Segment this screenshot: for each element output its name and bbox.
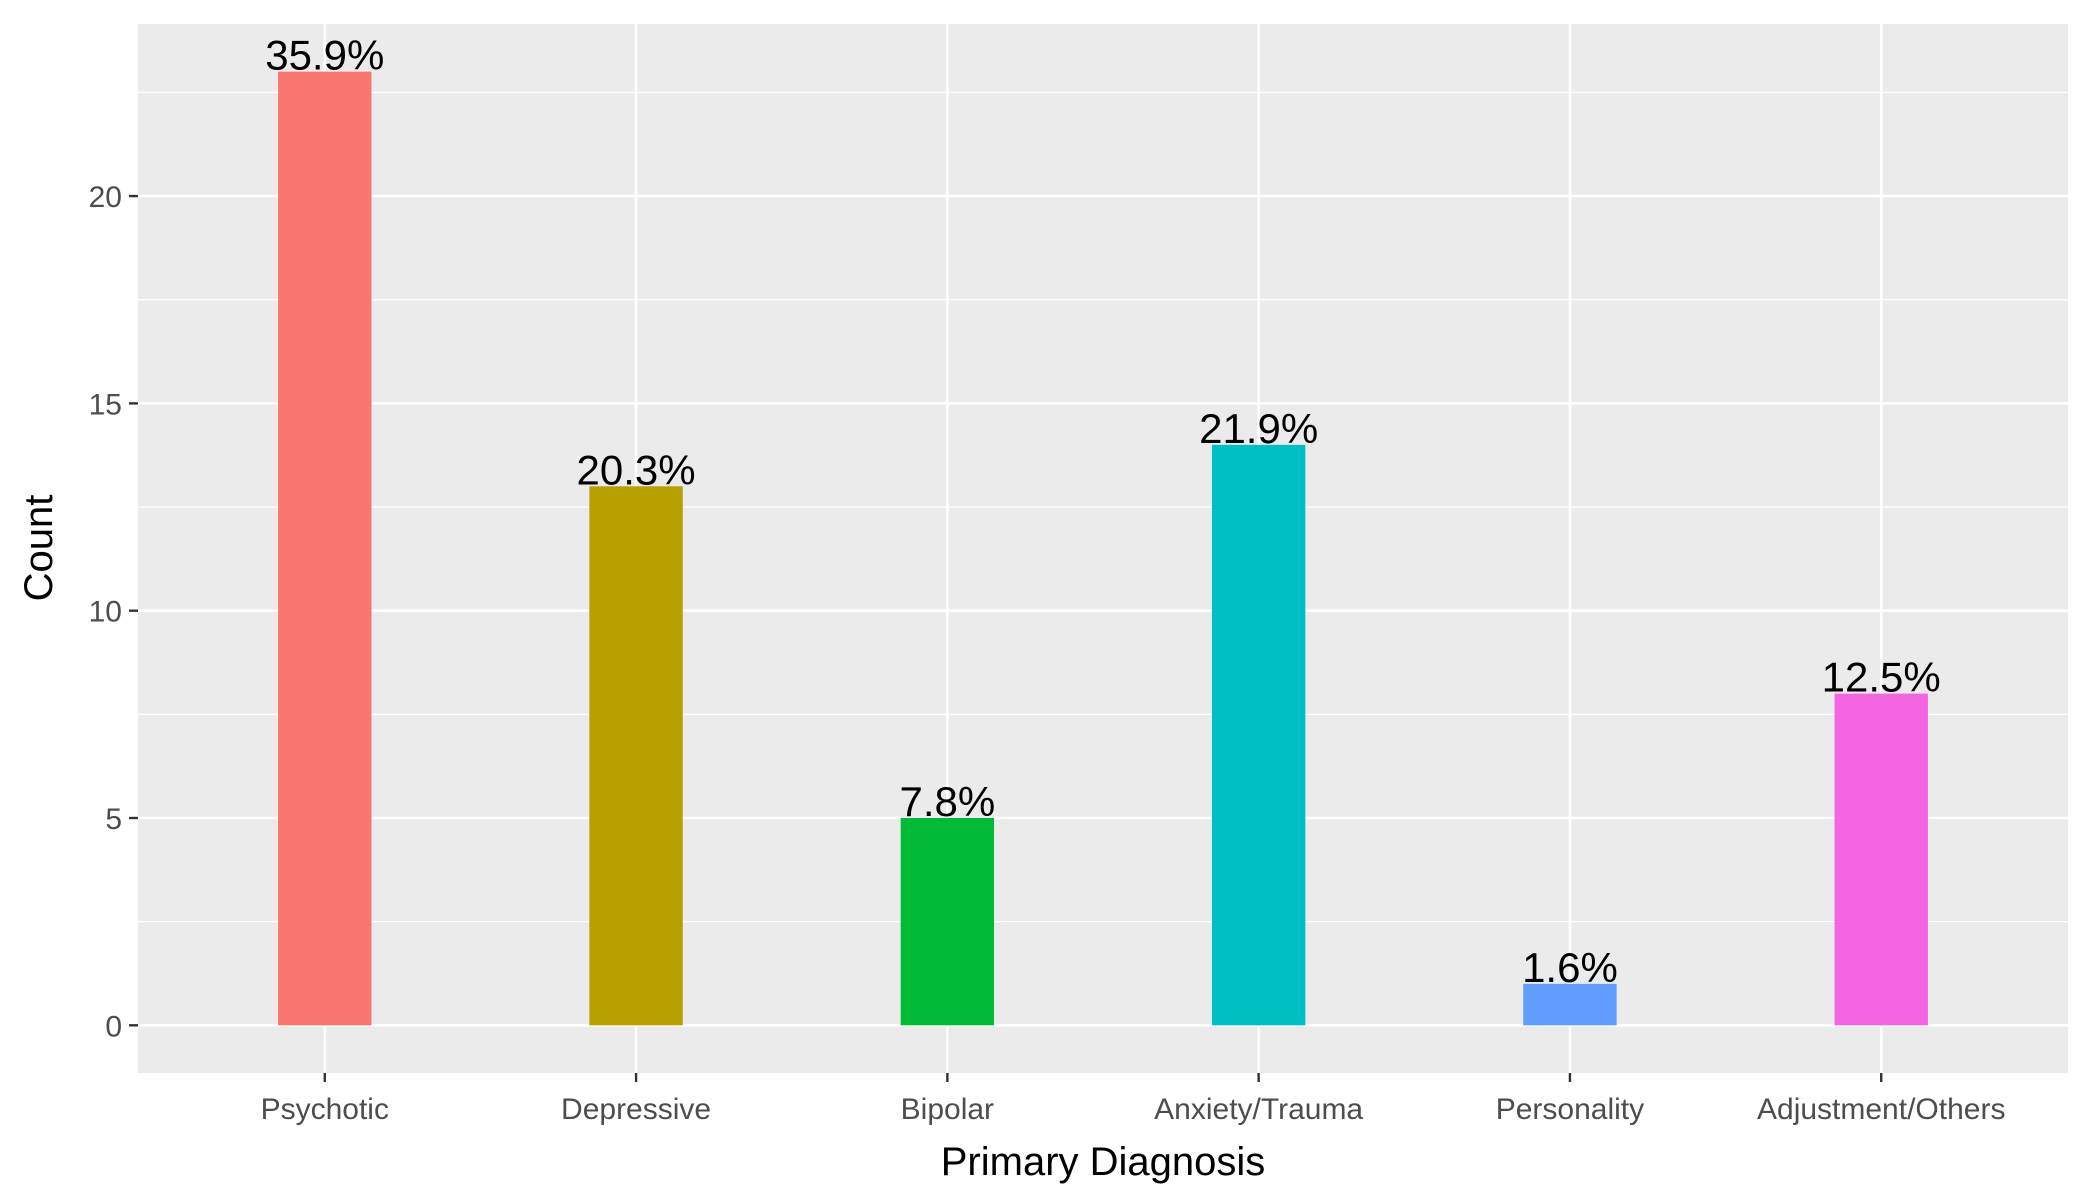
x-tick-label: Psychotic [261, 1093, 389, 1126]
bar-value-label: 1.6% [1522, 944, 1618, 991]
y-axis: 0 5 10 15 20 [89, 181, 138, 1043]
y-axis-title: Count [17, 495, 61, 602]
x-tick-label: Bipolar [901, 1093, 994, 1126]
x-axis: Psychotic Depressive Bipolar Anxiety/Trauma… [261, 1073, 2005, 1126]
y-tick-label: 15 [89, 388, 122, 421]
bar [278, 71, 372, 1026]
x-tick-label: Adjustment/Others [1757, 1093, 2005, 1126]
bar [900, 818, 995, 1026]
bar [589, 486, 683, 1026]
y-tick-label: 5 [105, 803, 122, 836]
bar-value-label: 12.5% [1822, 654, 1941, 701]
bar-value-label: 35.9% [265, 32, 384, 79]
bar [1211, 444, 1306, 1026]
x-tick-label: Anxiety/Trauma [1154, 1093, 1363, 1126]
minor-gridlines [138, 91, 2068, 923]
plot-panel [138, 24, 2068, 1073]
bars [278, 71, 1928, 1026]
y-tick-label: 0 [105, 1010, 122, 1043]
x-tick-label: Personality [1496, 1093, 1644, 1126]
bar [1523, 983, 1617, 1026]
x-axis-title: Primary Diagnosis [941, 1140, 1266, 1184]
bar-value-label: 7.8% [899, 778, 995, 825]
y-tick-label: 10 [89, 596, 122, 629]
bar-value-labels: 35.9% 20.3% 7.8% 21.9% 1.6% 12.5% [265, 32, 1941, 991]
bar-value-label: 21.9% [1199, 405, 1318, 452]
bar [1834, 693, 1928, 1026]
x-tick-label: Depressive [561, 1093, 711, 1126]
y-tick-label: 20 [89, 181, 122, 214]
bar-value-label: 20.3% [577, 446, 696, 493]
